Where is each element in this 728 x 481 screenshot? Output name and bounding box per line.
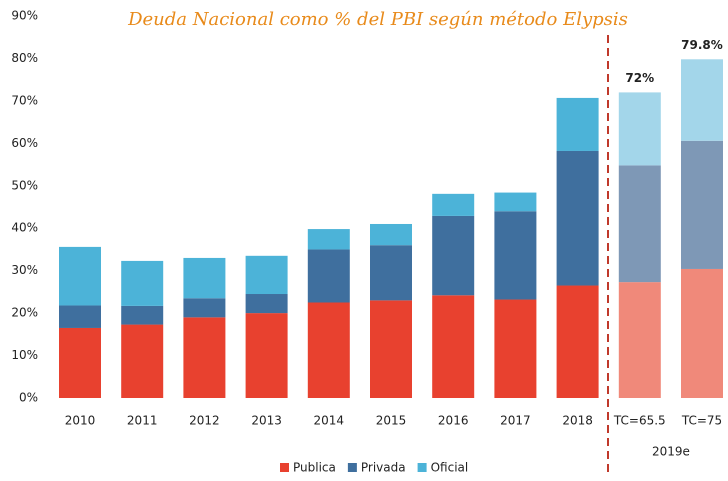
bar-segment xyxy=(556,150,599,286)
y-tick-label: 50% xyxy=(11,178,38,192)
bar-segment xyxy=(432,193,475,216)
bar-segment xyxy=(59,327,101,398)
x-tick-label: TC=75 xyxy=(681,414,722,428)
bar-segment xyxy=(121,260,164,306)
bar-segment xyxy=(556,97,599,151)
bar-segment xyxy=(183,298,226,318)
group-label: 2019e xyxy=(652,445,690,459)
legend-swatch xyxy=(347,463,357,472)
y-tick-label: 30% xyxy=(11,263,38,277)
y-tick-label: 90% xyxy=(11,9,38,23)
bar-segment xyxy=(432,215,475,296)
y-tick-label: 20% xyxy=(11,306,38,320)
y-tick-label: 10% xyxy=(11,348,38,362)
bar-segment xyxy=(618,92,661,166)
x-tick-label: 2015 xyxy=(376,414,407,428)
bar-segment xyxy=(494,192,537,212)
y-tick-label: 60% xyxy=(11,136,38,150)
bar-segment xyxy=(245,313,288,398)
x-tick-label: 2013 xyxy=(251,414,282,428)
legend-label: Oficial xyxy=(431,461,469,475)
bar-segment xyxy=(183,317,226,398)
bar-segment xyxy=(370,223,412,246)
bar-segment xyxy=(432,295,475,398)
y-tick-label: 70% xyxy=(11,93,38,107)
bar-segment xyxy=(618,282,661,398)
x-tick-label: 2018 xyxy=(562,414,593,428)
y-tick-label: 0% xyxy=(19,391,38,405)
legend-swatch xyxy=(417,463,427,472)
y-tick-label: 40% xyxy=(11,221,38,235)
bar-segment xyxy=(245,294,288,314)
bar-segment xyxy=(618,165,661,283)
x-tick-label: 2017 xyxy=(500,414,531,428)
bar-segment xyxy=(59,305,101,328)
bar-segment xyxy=(307,302,350,398)
chart-title: Deuda Nacional como % del PBI según méto… xyxy=(127,9,628,30)
bar-segment xyxy=(370,245,412,301)
x-tick-label: 2014 xyxy=(314,414,345,428)
bar-segment xyxy=(681,140,723,269)
x-tick-label: TC=65.5 xyxy=(613,414,666,428)
bar-segment xyxy=(370,300,412,398)
bar-segment xyxy=(307,229,350,250)
x-tick-label: 2011 xyxy=(127,414,158,428)
bar-segment xyxy=(121,324,164,398)
bar-segment xyxy=(494,211,537,300)
bar-segment xyxy=(121,305,164,325)
bar-segment xyxy=(681,268,723,398)
y-tick-label: 80% xyxy=(11,51,38,65)
annotation: 72% xyxy=(625,71,654,85)
bar-segment xyxy=(245,255,288,295)
legend-label: Publica xyxy=(293,461,336,475)
legend-label: Privada xyxy=(361,461,406,475)
bar-segment xyxy=(556,285,599,398)
bar-segment xyxy=(183,257,226,299)
x-tick-label: 2010 xyxy=(65,414,96,428)
x-tick-label: 2012 xyxy=(189,414,220,428)
annotation: 79.8% xyxy=(681,38,723,52)
bar-segment xyxy=(59,246,101,306)
legend-swatch xyxy=(280,463,289,472)
x-tick-label: 2016 xyxy=(438,414,469,428)
bar-segment xyxy=(307,249,350,303)
bar-segment xyxy=(681,59,723,141)
bar-segment xyxy=(494,299,537,398)
